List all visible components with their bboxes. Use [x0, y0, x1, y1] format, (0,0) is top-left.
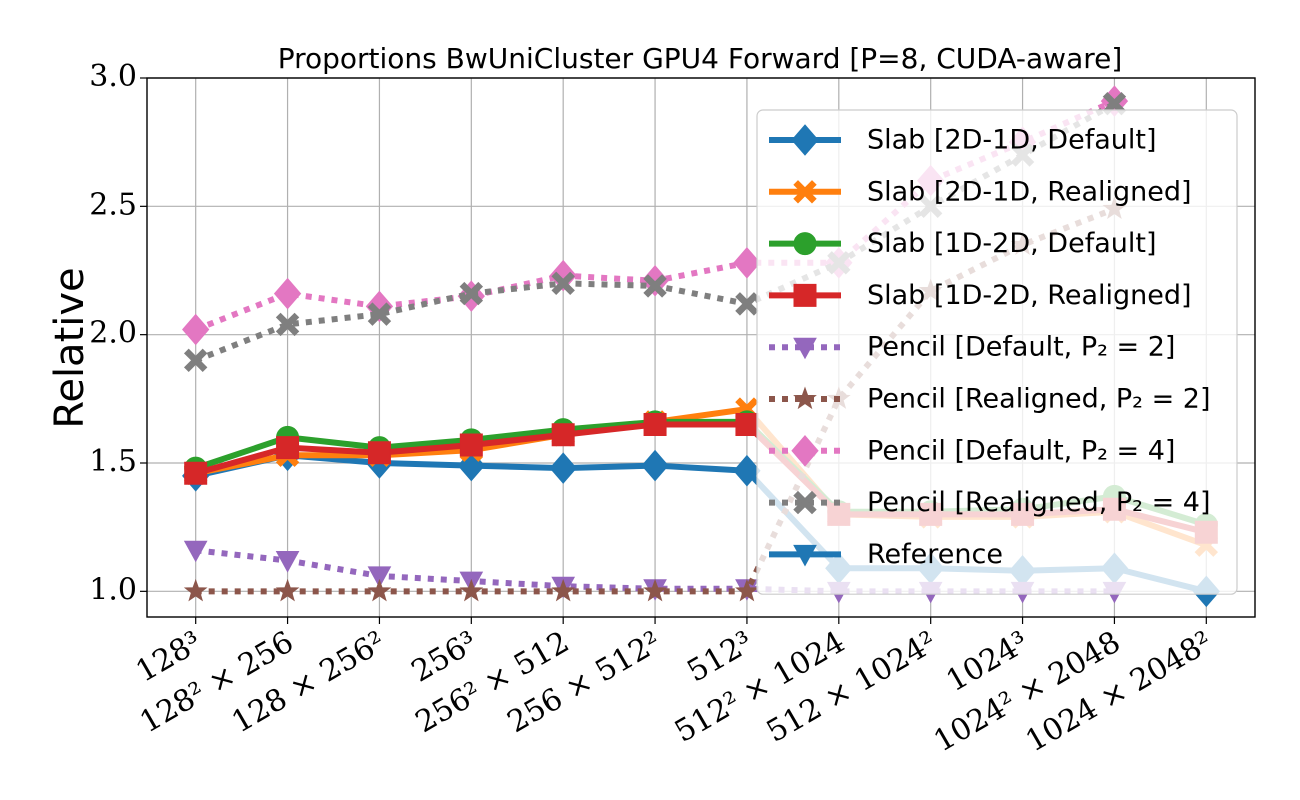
marker — [183, 348, 208, 373]
legend-label: Pencil [Realigned, P₂ = 2] — [867, 384, 1211, 415]
y-tick-label: 2.0 — [89, 316, 137, 351]
marker — [367, 441, 391, 465]
marker — [275, 312, 300, 337]
marker — [793, 386, 817, 410]
marker — [643, 578, 667, 602]
marker — [641, 449, 669, 482]
marker — [184, 461, 208, 485]
marker — [643, 274, 667, 298]
marker — [733, 454, 761, 487]
legend-label: Pencil [Realigned, P₂ = 4] — [867, 487, 1211, 518]
legend-box — [756, 109, 1238, 595]
marker — [459, 433, 483, 457]
legend-label: Slab [1D-2D, Realigned] — [867, 280, 1192, 311]
marker — [793, 490, 817, 515]
marker — [549, 452, 577, 484]
y-tick-label: 2.5 — [89, 187, 137, 222]
marker — [275, 551, 300, 573]
marker — [182, 313, 210, 346]
marker — [367, 566, 392, 588]
marker — [793, 180, 817, 204]
marker — [643, 413, 667, 436]
marker — [793, 337, 817, 360]
marker — [183, 540, 208, 563]
marker — [551, 578, 576, 602]
marker — [275, 578, 300, 602]
marker — [459, 578, 484, 602]
marker — [549, 259, 577, 292]
marker — [793, 232, 817, 256]
chart-title: Proportions BwUniCluster GPU4 Forward [P… — [278, 42, 1123, 75]
legend-label: Pencil [Default, P₂ = 2] — [867, 332, 1175, 363]
y-tick-label: 1.5 — [89, 444, 137, 479]
marker — [367, 578, 392, 602]
y-axis-label: Relative — [47, 267, 93, 428]
legend-label: Pencil [Default, P₂ = 4] — [867, 435, 1175, 466]
marker — [551, 271, 575, 296]
marker — [183, 578, 208, 602]
marker — [793, 544, 817, 567]
marker — [459, 281, 484, 306]
marker — [551, 423, 575, 447]
marker — [367, 302, 392, 326]
marker — [641, 265, 669, 297]
marker — [733, 247, 761, 279]
marker — [791, 435, 819, 467]
plot-frame — [146, 77, 1256, 618]
marker — [791, 124, 819, 156]
marker — [276, 436, 300, 460]
y-tick-label: 1.0 — [89, 572, 137, 607]
y-tick-label: 3.0 — [89, 59, 137, 94]
marker — [735, 413, 759, 436]
marker — [793, 283, 817, 307]
legend-label: Slab [1D-2D, Default] — [867, 228, 1156, 259]
legend: Slab [2D-1D, Default] Slab [2D-1D, Realig… — [756, 109, 1238, 595]
marker — [273, 277, 302, 310]
legend-label: Slab [2D-1D, Realigned] — [867, 176, 1192, 207]
legend-label: Reference — [867, 539, 1003, 570]
legend-label: Slab [2D-1D, Default] — [867, 125, 1156, 156]
marker — [735, 578, 759, 602]
